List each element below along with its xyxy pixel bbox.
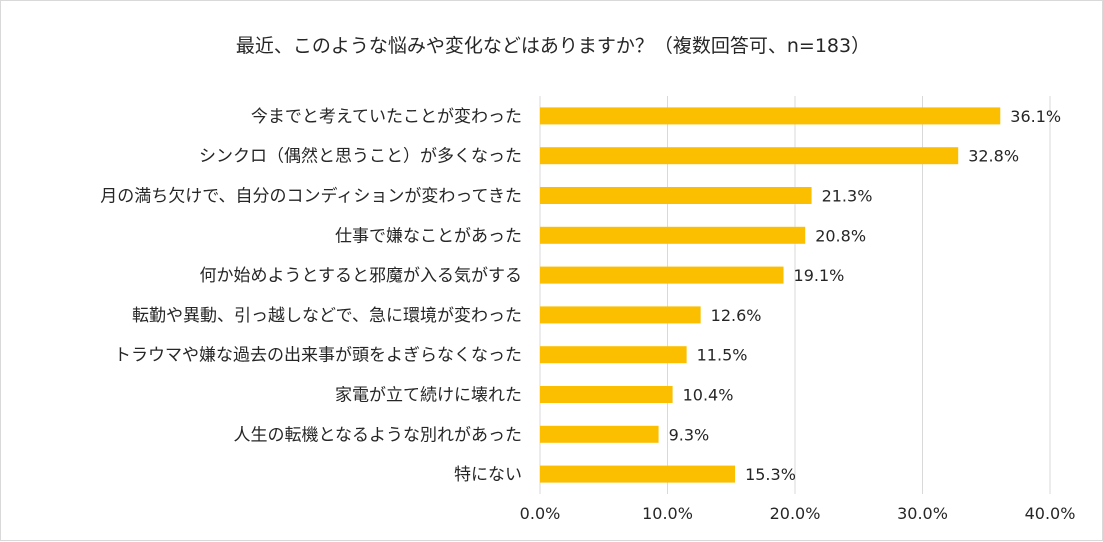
data-label: 20.8% xyxy=(815,226,866,245)
category-label: 人生の転機となるような別れがあった xyxy=(234,425,523,445)
data-label: 32.8% xyxy=(968,147,1019,166)
bar xyxy=(540,465,736,483)
data-label: 12.6% xyxy=(711,306,762,325)
category-label: トラウマや嫌な過去の出来事が頭をよぎらなくなった xyxy=(114,346,522,366)
data-label: 21.3% xyxy=(822,187,873,206)
category-label: 今までと考えていたことが変わった xyxy=(251,107,522,127)
value-labels: 36.1% 32.8% 21.3% 20.8% 19.1% 12.6% 11.5% 10.4%… xyxy=(669,107,1062,484)
category-label: シンクロ（偶然と思うこと）が多くなった xyxy=(199,147,522,167)
bar xyxy=(540,147,959,165)
category-label: 特にない xyxy=(454,465,522,485)
category-label: 転勤や異動、引っ越しなどで、急に環境が変わった xyxy=(132,306,522,326)
bar xyxy=(540,425,659,443)
x-axis-tick-labels: 0.0% 10.0% 20.0% 30.0% 40.0% xyxy=(520,504,1076,523)
category-label: 家電が立て続けに壊れた xyxy=(335,386,522,406)
data-label: 19.1% xyxy=(794,266,845,285)
bar xyxy=(540,266,784,284)
x-tick-label: 40.0% xyxy=(1025,504,1076,523)
data-label: 9.3% xyxy=(669,425,710,444)
bar xyxy=(540,386,673,403)
category-label: 月の満ち欠けで、自分のコンディションが変わってきた xyxy=(100,186,522,207)
category-label: 仕事で嫌なことがあった xyxy=(335,226,522,246)
x-tick-label: 10.0% xyxy=(642,504,693,523)
data-label: 11.5% xyxy=(697,346,748,365)
chart-title: 最近、このような悩みや変化などはありますか？（複数回答可、n=183） xyxy=(236,35,870,57)
data-label: 10.4% xyxy=(683,386,734,405)
bar xyxy=(540,346,687,364)
bars xyxy=(540,107,1001,483)
data-label: 36.1% xyxy=(1010,107,1061,126)
x-tick-label: 30.0% xyxy=(897,504,948,523)
category-label: 何か始めようとすると邪魔が入る気がする xyxy=(200,266,523,286)
x-tick-label: 0.0% xyxy=(520,504,561,523)
bar xyxy=(540,226,806,244)
category-labels: 今までと考えていたことが変わったシンクロ（偶然と思うこと）が多くなった月の満ち欠… xyxy=(100,107,522,485)
data-label: 15.3% xyxy=(745,465,796,484)
bar xyxy=(540,306,701,324)
bar xyxy=(540,187,812,204)
bar xyxy=(540,107,1001,125)
x-tick-label: 20.0% xyxy=(770,504,821,523)
